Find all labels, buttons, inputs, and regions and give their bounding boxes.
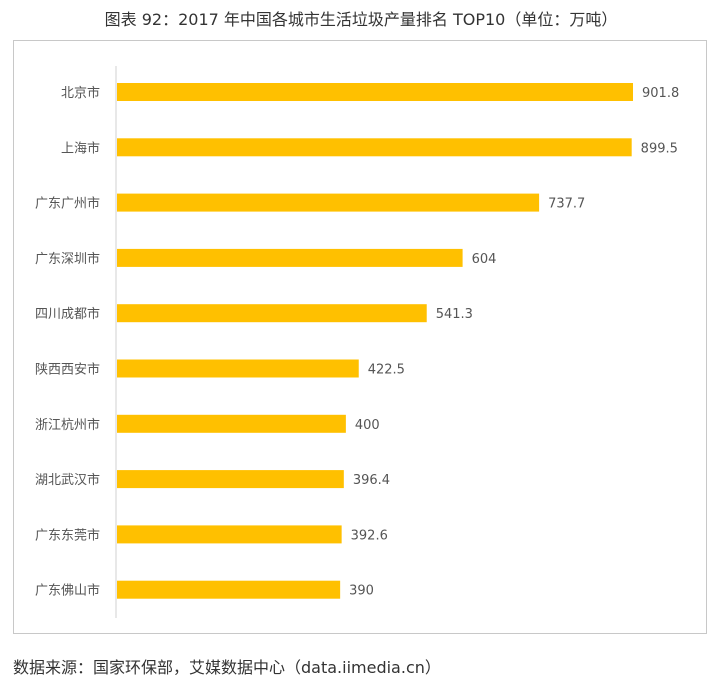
category-label: 广东深圳市 (35, 251, 100, 267)
bar (117, 470, 344, 489)
bar (117, 248, 463, 267)
value-label: 899.5 (641, 141, 678, 156)
value-label: 400 (355, 418, 380, 433)
category-label: 上海市 (61, 140, 100, 156)
category-label: 陕西西安市 (35, 362, 100, 378)
value-label: 901.8 (642, 86, 679, 101)
value-label: 737.7 (548, 197, 585, 212)
bar (117, 193, 540, 212)
value-label: 390 (349, 584, 374, 599)
bar (117, 138, 632, 157)
category-label: 北京市 (61, 85, 100, 101)
category-label: 广东广州市 (35, 196, 100, 212)
value-label: 604 (472, 252, 497, 267)
category-label: 广东东莞市 (35, 527, 100, 543)
bar (117, 414, 346, 433)
bar (117, 525, 342, 544)
value-label: 392.6 (351, 528, 388, 543)
bar (117, 83, 633, 101)
value-labels-group: 901.8 899.5 737.7 604 541.3 422.5 400 396.4 392.… (349, 86, 679, 599)
chart-title: 图表 92：2017 年中国各城市生活垃圾产量排名 TOP10（单位：万吨） (104, 10, 618, 29)
value-label: 422.5 (368, 363, 405, 378)
bars-group (117, 83, 633, 599)
bar (117, 580, 341, 599)
category-label: 湖北武汉市 (35, 472, 100, 488)
bar (117, 359, 359, 378)
value-label: 541.3 (436, 307, 473, 322)
bar (117, 304, 427, 323)
category-label: 四川成都市 (35, 306, 100, 322)
source-note: 数据来源：国家环保部，艾媒数据中心（data.iimedia.cn） (13, 658, 441, 677)
category-label: 广东佛山市 (35, 583, 100, 599)
value-label: 396.4 (353, 473, 390, 488)
category-label: 浙江杭州市 (35, 417, 100, 433)
category-labels-group: 北京市上海市广东广州市广东深圳市四川成都市陕西西安市浙江杭州市湖北武汉市广东东莞… (35, 85, 100, 599)
